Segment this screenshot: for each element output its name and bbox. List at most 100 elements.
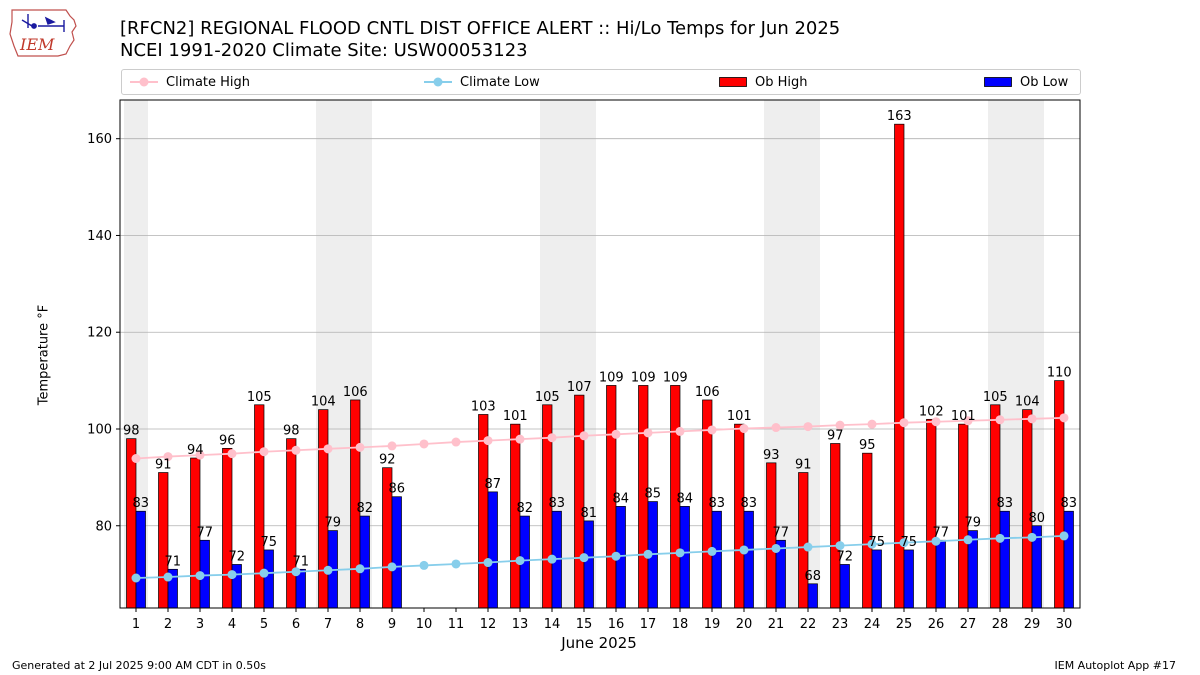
ob-high-label: 98 (123, 424, 140, 439)
ob-high-bar (222, 447, 233, 609)
x-tick-label: 4 (228, 617, 236, 632)
x-tick-label: 24 (864, 617, 881, 632)
climate-high-point (579, 431, 589, 441)
x-tick-label: 15 (576, 617, 593, 632)
climate-high-point (707, 425, 717, 435)
ob-high-label: 101 (503, 409, 528, 424)
climate-low-point (963, 535, 973, 545)
climate-low-point (323, 565, 333, 575)
climate-high-point (387, 441, 397, 451)
climate-high-point (835, 420, 845, 430)
ob-high-label: 110 (1047, 366, 1072, 381)
ob-high-label: 106 (695, 385, 720, 400)
ob-high-label: 92 (379, 453, 396, 468)
ob-low-bar (935, 539, 946, 609)
legend-climate-low: Climate Low (424, 70, 540, 94)
ob-high-bar (734, 423, 745, 609)
ob-low-label: 71 (292, 554, 309, 569)
x-axis-label: June 2025 (561, 634, 637, 652)
ob-low-label: 82 (516, 501, 533, 516)
ob-low-label: 79 (324, 516, 341, 531)
x-tick-label: 6 (292, 617, 300, 632)
ob-low-bar (839, 564, 850, 609)
ob-low-label: 83 (548, 496, 565, 511)
logo-text: IEM (19, 35, 55, 54)
x-tick-label: 20 (736, 617, 753, 632)
ob-low-bar (391, 496, 402, 609)
ob-low-label: 79 (964, 516, 981, 531)
y-tick-label: 80 (95, 519, 112, 534)
climate-low-point (195, 571, 205, 581)
climate-low-point (739, 545, 749, 555)
climate-low-point (1027, 532, 1037, 542)
ob-low-bar (1063, 510, 1074, 609)
climate-high-point (899, 418, 909, 428)
climate-low-point (803, 542, 813, 552)
ob-low-bar (999, 510, 1010, 609)
ob-high-label: 104 (311, 395, 336, 410)
x-tick-label: 18 (672, 617, 689, 632)
climate-high-point (739, 424, 749, 434)
ob-low-bar (743, 510, 754, 609)
ob-low-label: 87 (484, 477, 501, 492)
ob-high-bar (318, 409, 329, 609)
ob-high-bar (926, 418, 937, 609)
x-tick-label: 22 (800, 617, 817, 632)
ob-high-bar (254, 404, 265, 609)
x-tick-label: 8 (356, 617, 364, 632)
ob-low-label: 84 (676, 491, 693, 506)
ob-high-label: 96 (219, 433, 236, 448)
ob-low-label: 86 (388, 482, 405, 497)
x-tick-label: 14 (544, 617, 561, 632)
ob-low-label: 75 (900, 535, 917, 550)
ob-high-label: 107 (567, 380, 592, 395)
ob-low-label: 81 (580, 506, 597, 521)
x-tick-label: 12 (480, 617, 497, 632)
ob-high-label: 101 (727, 409, 752, 424)
ob-high-label: 105 (983, 390, 1008, 405)
climate-high-point (259, 447, 269, 457)
ob-low-bar (263, 549, 274, 609)
climate-low-point (291, 567, 301, 577)
chart-title: [RFCN2] REGIONAL FLOOD CNTL DIST OFFICE … (120, 18, 841, 39)
climate-low-point (227, 570, 237, 580)
climate-low-point (995, 533, 1005, 543)
x-tick-label: 21 (768, 617, 785, 632)
ob-high-label: 109 (599, 370, 624, 385)
ob-low-bar (871, 549, 882, 609)
ob-high-label: 106 (343, 385, 368, 400)
climate-high-point (547, 433, 557, 443)
x-tick-label: 5 (260, 617, 268, 632)
climate-high-point (195, 450, 205, 460)
climate-high-point (675, 426, 685, 436)
ob-low-bar (583, 520, 594, 609)
x-tick-label: 23 (832, 617, 849, 632)
climate-low-point (387, 562, 397, 572)
climate-high-point (931, 417, 941, 427)
x-tick-label: 29 (1024, 617, 1041, 632)
ob-low-label: 68 (804, 569, 821, 584)
ob-low-label: 80 (1028, 511, 1045, 526)
iem-logo: IEM (8, 6, 82, 60)
x-tick-label: 26 (928, 617, 945, 632)
climate-high-point (643, 428, 653, 438)
climate-low-point (419, 560, 429, 570)
ob-low-label: 71 (164, 554, 181, 569)
ob-high-bar (1022, 409, 1033, 609)
climate-high-point (355, 442, 365, 452)
climate-high-point (963, 416, 973, 426)
climate-high-point (419, 439, 429, 449)
ob-high-label: 97 (827, 429, 844, 444)
ob-high-label: 94 (187, 443, 204, 458)
ob-low-label: 82 (356, 501, 373, 516)
climate-high-point (867, 419, 877, 429)
x-tick-label: 25 (896, 617, 913, 632)
climate-low-point (867, 539, 877, 549)
ob-high-label: 109 (631, 370, 656, 385)
climate-low-point (163, 572, 173, 582)
ob-high-bar (286, 438, 297, 609)
ob-high-label: 102 (919, 404, 944, 419)
climate-high-point (323, 444, 333, 454)
legend-ob-low-label: Ob Low (1020, 74, 1069, 90)
